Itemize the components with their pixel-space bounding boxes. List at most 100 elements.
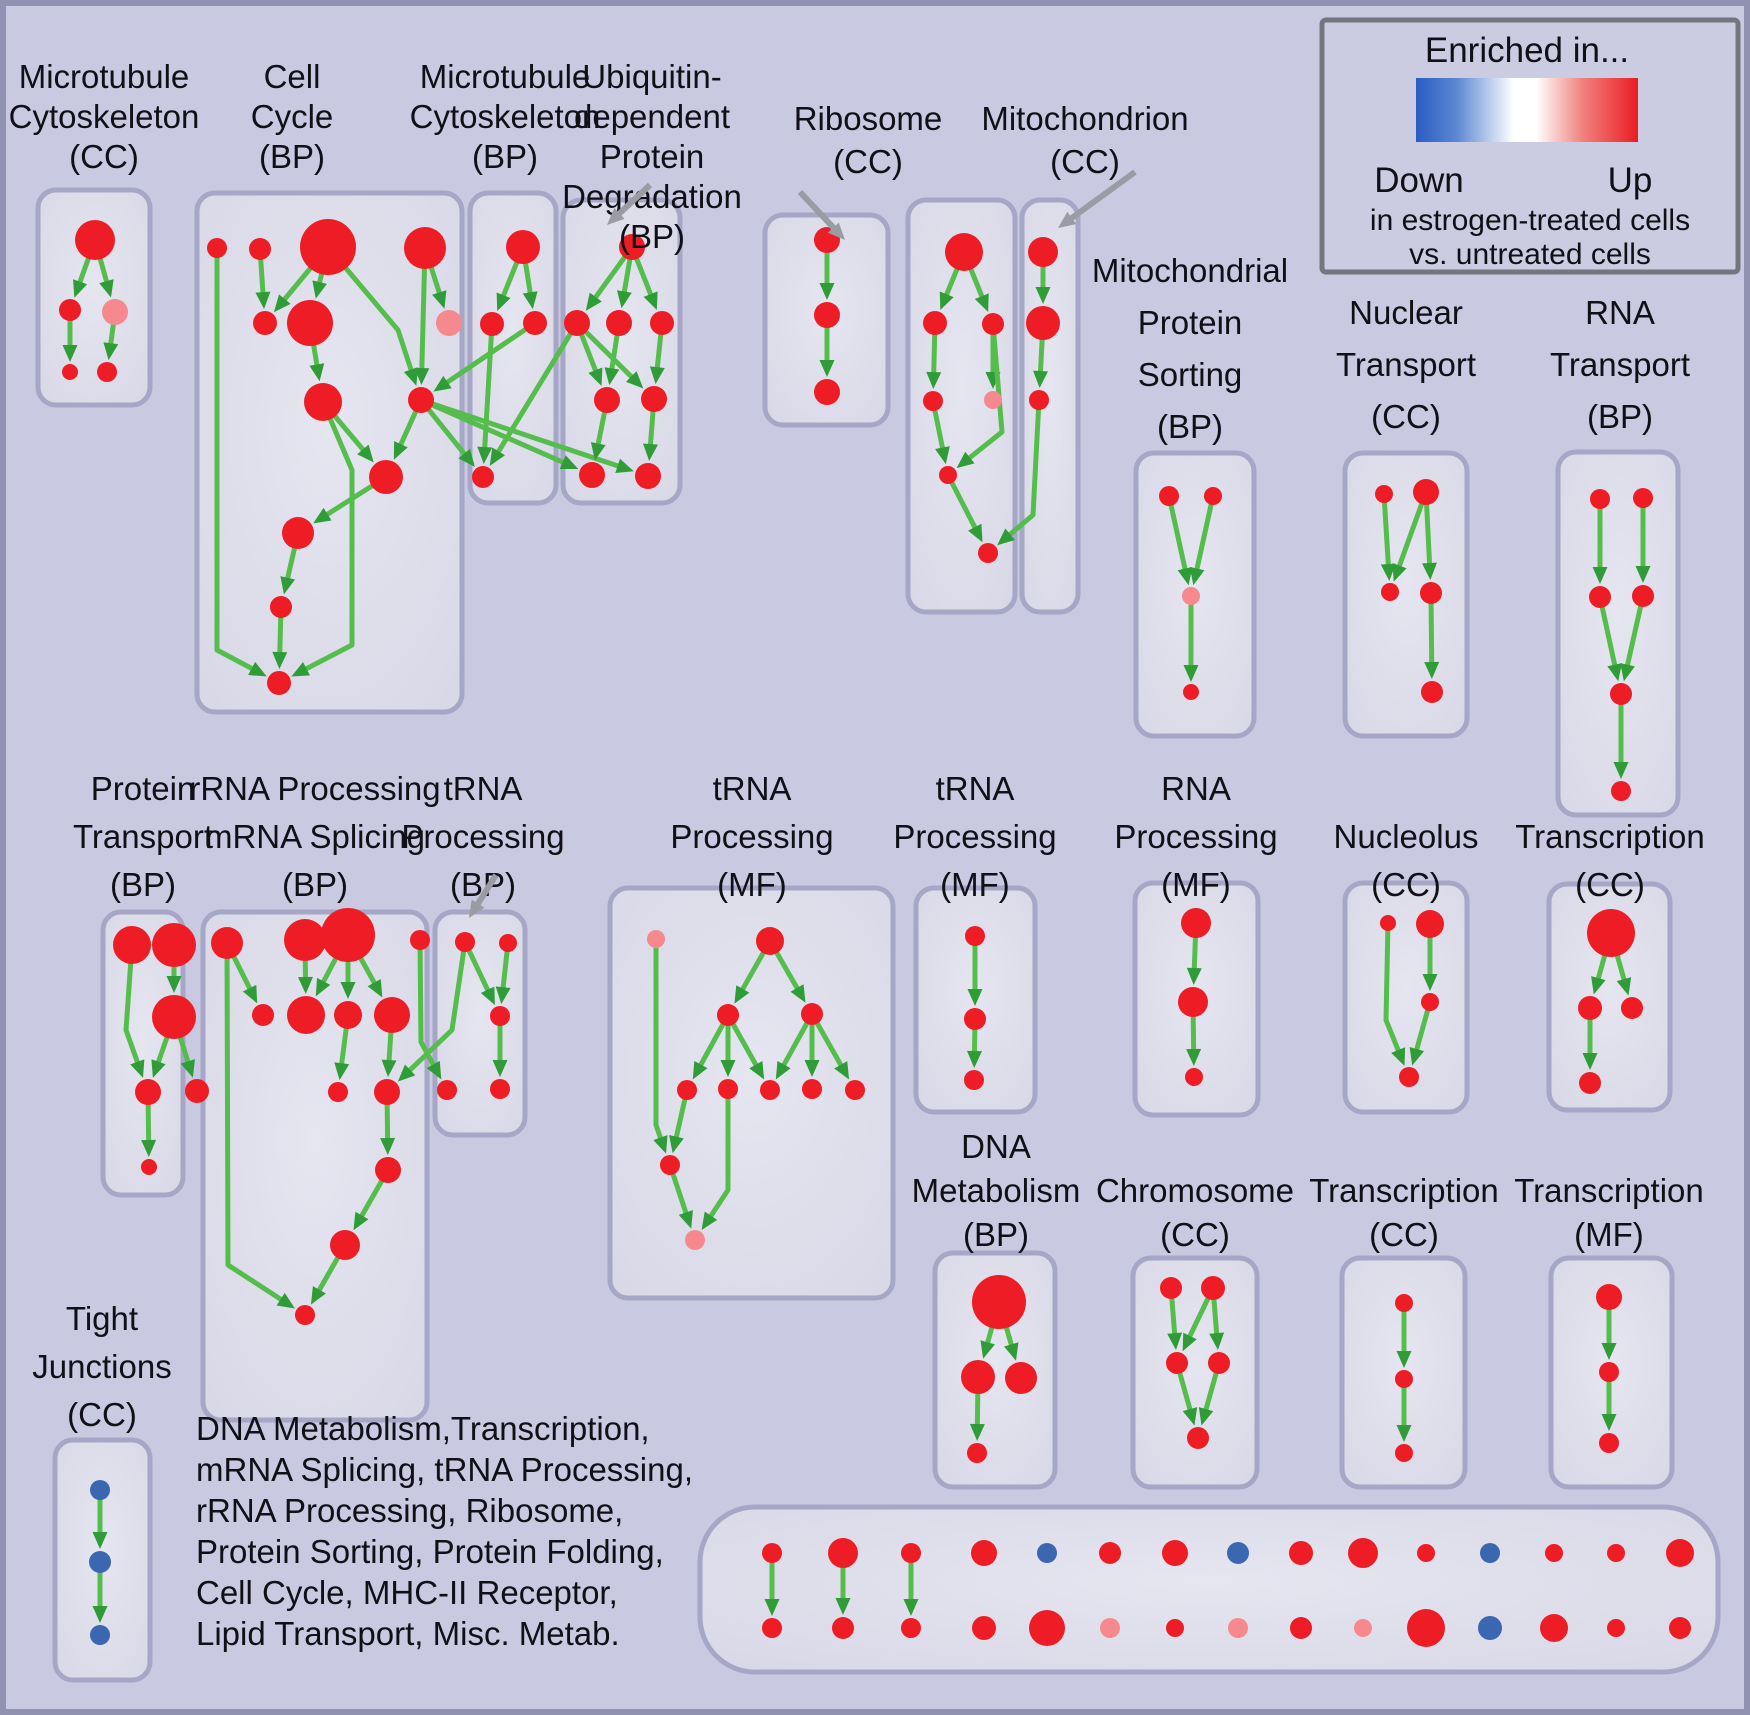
legend-subtitle-line1: in estrogen-treated cells xyxy=(1370,204,1690,237)
edge-c8-c10-arrowhead xyxy=(357,444,374,463)
edge-c6-c8-arrowhead xyxy=(309,363,325,382)
ubiquitin-arrow-right xyxy=(797,189,841,235)
edge-pd-pf-arrowhead xyxy=(141,1139,157,1158)
edge-w2-x1 xyxy=(695,1020,727,1074)
go-term-node-d3 xyxy=(1005,1362,1037,1394)
edge-g6-g7 xyxy=(948,478,981,536)
go-term-node-n5 xyxy=(1421,681,1443,703)
go-term-node-u7 xyxy=(579,462,605,488)
go-term-node-gi xyxy=(328,1082,348,1102)
go-term-node-d4 xyxy=(967,1443,987,1463)
edge-k3-k5 xyxy=(1176,1369,1195,1419)
cluster-label-ubiquitin-dependent-protein-degradation-bp-line4: Degradation xyxy=(562,178,742,215)
edge-wt2-wb2-arrowhead xyxy=(835,1598,851,1615)
cluster-label-dna-metabolism-bp-line2: Metabolism xyxy=(912,1172,1081,1209)
go-term-node-g6 xyxy=(939,466,957,484)
go-term-node-wb6 xyxy=(1100,1618,1120,1638)
go-term-node-h2 xyxy=(1026,306,1060,340)
edge-tj1-tj2-arrowhead xyxy=(92,1532,108,1549)
cluster-label-rna-transport-bp-line2: Transport xyxy=(1550,346,1690,383)
go-term-node-u5 xyxy=(594,387,620,413)
footnote-line3: rRNA Processing, Ribosome, xyxy=(196,1492,623,1529)
edge-z2-z3-arrowhead xyxy=(966,1050,982,1069)
edge-c3-c6-arrowhead xyxy=(312,280,327,299)
edge-u6-u8 xyxy=(647,407,656,454)
edge-pc-pd-arrowhead xyxy=(151,1059,166,1078)
go-term-node-gd xyxy=(410,930,430,950)
edge-c4-c7-arrowhead xyxy=(432,290,447,309)
edge-n1-n3-arrowhead xyxy=(1380,563,1396,582)
edge-c4-c9-arrowhead xyxy=(414,367,430,386)
edge-ta-tm-arrowhead xyxy=(480,986,495,1006)
go-term-node-wt10 xyxy=(1348,1538,1378,1568)
go-term-node-c6 xyxy=(287,300,333,346)
go-term-node-c9 xyxy=(408,387,434,413)
go-term-node-c3 xyxy=(300,219,356,275)
go-term-node-c11 xyxy=(282,517,314,549)
go-term-node-g4 xyxy=(923,391,943,411)
cluster-box-tcc1 xyxy=(1546,881,1673,1113)
edge-t1-t3-arrowhead xyxy=(1616,977,1632,996)
mitochondrion-arrow-arrowhead xyxy=(1058,211,1077,228)
go-term-node-w1 xyxy=(756,927,784,955)
edge-x1-y1-arrowhead xyxy=(669,1135,684,1154)
go-term-node-wb10 xyxy=(1354,1619,1372,1637)
edge-w2-x1-arrowhead xyxy=(692,1060,708,1080)
go-term-node-pa xyxy=(113,926,151,964)
go-term-node-t2 xyxy=(1578,996,1602,1020)
edge-u6-u8-arrowhead xyxy=(643,443,658,462)
go-term-node-tm xyxy=(490,1006,510,1026)
go-term-node-pb xyxy=(152,923,196,967)
cluster-label-tight-junctions-cc-line2: Junctions xyxy=(32,1348,171,1385)
edge-n1-n3 xyxy=(1381,498,1392,574)
edge-p3-p4-arrowhead xyxy=(1183,665,1199,682)
go-term-node-g7 xyxy=(978,543,998,563)
go-term-node-c8 xyxy=(304,383,342,421)
cluster-label-trna-processing-mf-1-line1: tRNA xyxy=(713,770,792,807)
go-term-node-q1 xyxy=(1181,908,1211,938)
edge-c1-c13-arrowhead xyxy=(248,661,267,677)
go-term-node-g3 xyxy=(982,313,1004,335)
cluster-label-transcription-mf-line1: Transcription xyxy=(1514,1172,1704,1209)
go-term-node-y2 xyxy=(685,1230,705,1250)
go-term-node-k1 xyxy=(1160,1277,1182,1299)
edge-gd-tc xyxy=(417,945,439,1073)
go-term-node-pd xyxy=(135,1079,161,1105)
go-term-node-wt6 xyxy=(1099,1542,1121,1564)
go-term-node-s4 xyxy=(1399,1067,1419,1087)
go-term-node-f2 xyxy=(1599,1362,1619,1382)
cluster-label-rna-transport-bp-line3: (BP) xyxy=(1587,398,1653,435)
cluster-box-nt xyxy=(1342,450,1470,739)
edge-v2-v3-arrowhead xyxy=(819,360,835,377)
go-term-node-y1 xyxy=(660,1155,680,1175)
edge-n4-n5 xyxy=(1428,599,1435,672)
edge-mt1-mt2-arrowhead xyxy=(73,279,88,298)
edge-pc-pe-arrowhead xyxy=(180,1059,195,1078)
edge-tb-tm-arrowhead xyxy=(495,986,511,1005)
cluster-label-transcription-cc-bottom-line1: Transcription xyxy=(1309,1172,1499,1209)
edge-p1-p3 xyxy=(1168,501,1189,578)
cluster-label-dna-metabolism-bp-line3: (BP) xyxy=(963,1216,1029,1253)
edge-u4-u6-arrowhead xyxy=(649,366,665,385)
footnote-line1: DNA Metabolism,Transcription, xyxy=(196,1410,650,1447)
go-term-node-wt3 xyxy=(901,1543,921,1563)
cluster-label-trna-processing-mf-1-line2: Processing xyxy=(670,818,833,855)
cluster-box-dna xyxy=(932,1250,1058,1490)
cluster-label-ubiquitin-dependent-protein-degradation-bp-line5: (BP) xyxy=(619,218,685,255)
cluster-label-rna-transport-bp-line1: RNA xyxy=(1585,294,1655,331)
cluster-label-microtubule-cytoskeleton-bp-line1: Microtubule xyxy=(420,58,591,95)
go-term-node-wb8 xyxy=(1228,1618,1248,1638)
edge-u3-u5-arrowhead xyxy=(604,367,620,386)
go-term-node-wt4 xyxy=(971,1540,997,1566)
go-term-node-wb1 xyxy=(762,1618,782,1638)
mitochondrion-arrow xyxy=(1064,169,1137,225)
edge-r5-r6-arrowhead xyxy=(1613,762,1629,779)
cluster-label-nuclear-transport-cc-line1: Nuclear xyxy=(1349,294,1463,331)
edge-x1-y1 xyxy=(672,1095,688,1146)
go-term-node-r1 xyxy=(1590,489,1610,509)
cluster-label-tight-junctions-cc-line3: (CC) xyxy=(67,1396,137,1433)
edge-d1-d2-arrowhead xyxy=(980,1340,995,1359)
cluster-label-rrna-processing-mrna-splicing-bp-line1: rRNA Processing xyxy=(189,770,440,807)
